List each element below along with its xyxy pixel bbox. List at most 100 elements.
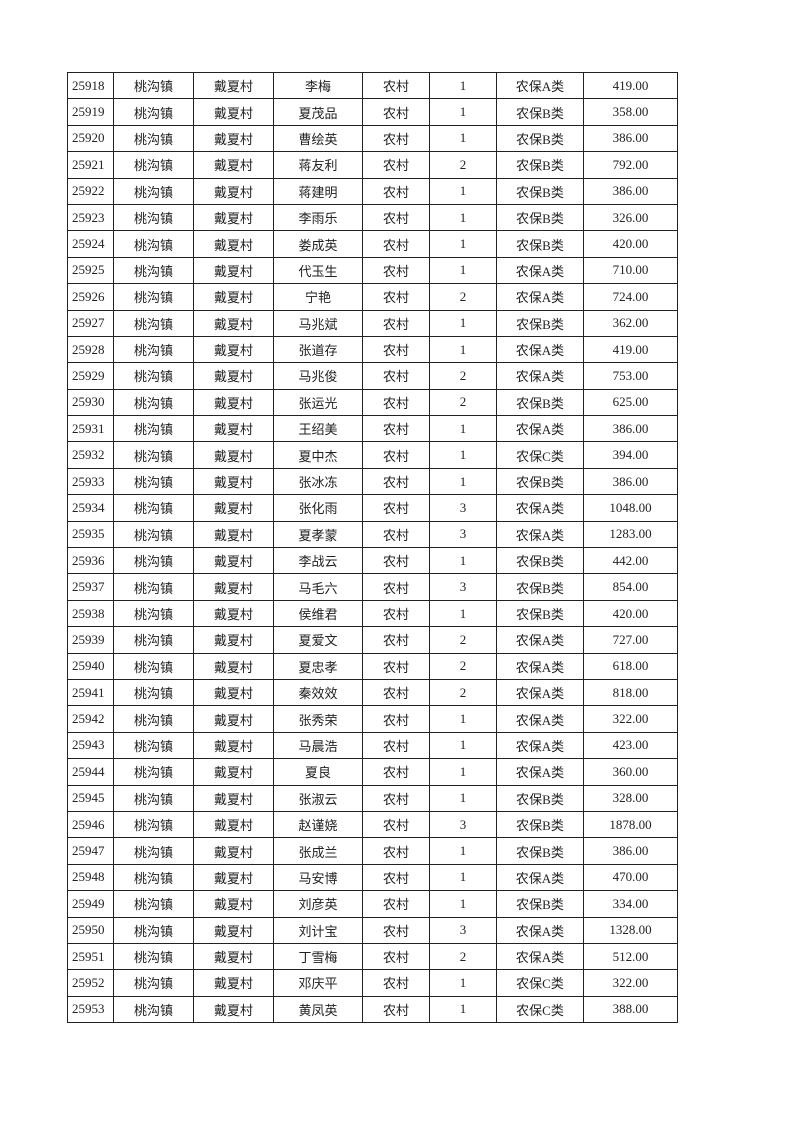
insurance-class-cell: 农保B类 <box>496 177 584 205</box>
amount-cell: 419.00 <box>583 335 678 364</box>
table-row: 25947 桃沟镇 戴夏村 张成兰 农村 1 农保B类 386.00 <box>67 837 678 865</box>
name-cell: 夏忠孝 <box>273 652 363 680</box>
town-cell: 桃沟镇 <box>113 942 194 971</box>
household-type-cell: 农村 <box>362 942 430 971</box>
record-id-cell: 25919 <box>67 98 114 126</box>
name-cell: 邓庆平 <box>273 969 363 997</box>
name-cell: 夏爱文 <box>273 626 363 654</box>
village-cell: 戴夏村 <box>193 283 274 311</box>
village-cell: 戴夏村 <box>193 441 274 469</box>
household-type-cell: 农村 <box>362 837 430 865</box>
household-type-cell: 农村 <box>362 124 430 153</box>
insurance-class-cell: 农保A类 <box>496 626 584 654</box>
village-cell: 戴夏村 <box>193 731 274 760</box>
household-type-cell: 农村 <box>362 230 430 258</box>
table-row: 25929 桃沟镇 戴夏村 马兆俊 农村 2 农保A类 753.00 <box>67 362 678 390</box>
amount-cell: 420.00 <box>583 230 678 258</box>
household-type-cell: 农村 <box>362 705 430 733</box>
insurance-class-cell: 农保A类 <box>496 758 584 786</box>
table-row: 25946 桃沟镇 戴夏村 赵谨娆 农村 3 农保B类 1878.00 <box>67 810 678 839</box>
insurance-class-cell: 农保B类 <box>496 124 584 153</box>
town-cell: 桃沟镇 <box>113 810 194 839</box>
amount-cell: 1328.00 <box>583 916 678 944</box>
town-cell: 桃沟镇 <box>113 837 194 865</box>
village-cell: 戴夏村 <box>193 203 274 232</box>
name-cell: 夏良 <box>273 758 363 786</box>
member-count-cell: 1 <box>429 177 497 205</box>
name-cell: 夏茂品 <box>273 98 363 126</box>
record-id-cell: 25948 <box>67 863 114 892</box>
record-id-cell: 25940 <box>67 652 114 680</box>
insurance-class-cell: 农保B类 <box>496 98 584 126</box>
record-id-cell: 25945 <box>67 784 114 812</box>
record-id-cell: 25937 <box>67 573 114 601</box>
village-cell: 戴夏村 <box>193 547 274 575</box>
record-id-cell: 25946 <box>67 810 114 839</box>
household-type-cell: 农村 <box>362 415 430 443</box>
town-cell: 桃沟镇 <box>113 969 194 997</box>
insurance-class-cell: 农保A类 <box>496 71 584 100</box>
name-cell: 张秀荣 <box>273 705 363 733</box>
household-type-cell: 农村 <box>362 177 430 205</box>
amount-cell: 420.00 <box>583 599 678 628</box>
village-cell: 戴夏村 <box>193 467 274 496</box>
table-row: 25928 桃沟镇 戴夏村 张道存 农村 1 农保A类 419.00 <box>67 335 678 364</box>
household-type-cell: 农村 <box>362 388 430 417</box>
table-row: 25949 桃沟镇 戴夏村 刘彦英 农村 1 农保B类 334.00 <box>67 890 678 918</box>
insurance-class-cell: 农保A类 <box>496 705 584 733</box>
town-cell: 桃沟镇 <box>113 731 194 760</box>
table-row: 25923 桃沟镇 戴夏村 李雨乐 农村 1 农保B类 326.00 <box>67 203 678 232</box>
village-cell: 戴夏村 <box>193 124 274 153</box>
town-cell: 桃沟镇 <box>113 124 194 153</box>
table-row: 25921 桃沟镇 戴夏村 蒋友利 农村 2 农保B类 792.00 <box>67 151 678 179</box>
member-count-cell: 1 <box>429 784 497 812</box>
village-cell: 戴夏村 <box>193 309 274 337</box>
records-table: 25918 桃沟镇 戴夏村 李梅 农村 1 农保A类 419.00 25919 桃沟镇 戴夏村 夏茂品… <box>67 71 678 1024</box>
town-cell: 桃沟镇 <box>113 890 194 918</box>
village-cell: 戴夏村 <box>193 678 274 707</box>
insurance-class-cell: 农保A类 <box>496 520 584 549</box>
insurance-class-cell: 农保B类 <box>496 309 584 337</box>
table-row: 25925 桃沟镇 戴夏村 代玉生 农村 1 农保A类 710.00 <box>67 256 678 285</box>
amount-cell: 322.00 <box>583 705 678 733</box>
name-cell: 马兆俊 <box>273 362 363 390</box>
amount-cell: 326.00 <box>583 203 678 232</box>
name-cell: 张道存 <box>273 335 363 364</box>
insurance-class-cell: 农保A类 <box>496 916 584 944</box>
town-cell: 桃沟镇 <box>113 863 194 892</box>
town-cell: 桃沟镇 <box>113 652 194 680</box>
name-cell: 张淑云 <box>273 784 363 812</box>
record-id-cell: 25943 <box>67 731 114 760</box>
village-cell: 戴夏村 <box>193 626 274 654</box>
village-cell: 戴夏村 <box>193 599 274 628</box>
record-id-cell: 25931 <box>67 415 114 443</box>
amount-cell: 322.00 <box>583 969 678 997</box>
amount-cell: 1283.00 <box>583 520 678 549</box>
amount-cell: 1048.00 <box>583 494 678 522</box>
town-cell: 桃沟镇 <box>113 362 194 390</box>
town-cell: 桃沟镇 <box>113 995 194 1024</box>
name-cell: 侯维君 <box>273 599 363 628</box>
record-id-cell: 25950 <box>67 916 114 944</box>
insurance-class-cell: 农保A类 <box>496 863 584 892</box>
name-cell: 张成兰 <box>273 837 363 865</box>
village-cell: 戴夏村 <box>193 362 274 390</box>
household-type-cell: 农村 <box>362 335 430 364</box>
household-type-cell: 农村 <box>362 547 430 575</box>
insurance-class-cell: 农保B类 <box>496 573 584 601</box>
member-count-cell: 1 <box>429 758 497 786</box>
table-row: 25950 桃沟镇 戴夏村 刘计宝 农村 3 农保A类 1328.00 <box>67 916 678 944</box>
record-id-cell: 25924 <box>67 230 114 258</box>
village-cell: 戴夏村 <box>193 863 274 892</box>
record-id-cell: 25952 <box>67 969 114 997</box>
village-cell: 戴夏村 <box>193 969 274 997</box>
amount-cell: 753.00 <box>583 362 678 390</box>
member-count-cell: 1 <box>429 441 497 469</box>
household-type-cell: 农村 <box>362 573 430 601</box>
name-cell: 夏中杰 <box>273 441 363 469</box>
insurance-class-cell: 农保A类 <box>496 652 584 680</box>
table-row: 25933 桃沟镇 戴夏村 张冰冻 农村 1 农保B类 386.00 <box>67 467 678 496</box>
town-cell: 桃沟镇 <box>113 230 194 258</box>
member-count-cell: 1 <box>429 124 497 153</box>
household-type-cell: 农村 <box>362 863 430 892</box>
